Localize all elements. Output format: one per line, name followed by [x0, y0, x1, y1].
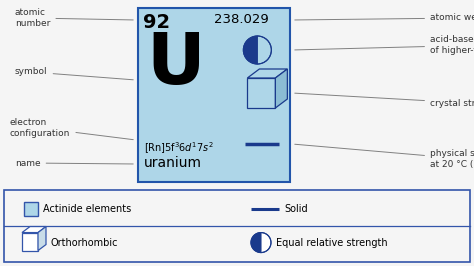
Text: Actinide elements: Actinide elements: [43, 205, 131, 214]
Text: atomic weight: atomic weight: [295, 14, 474, 23]
Polygon shape: [275, 69, 287, 108]
Wedge shape: [243, 36, 257, 64]
Text: physical state
at 20 °C (68 °F): physical state at 20 °C (68 °F): [295, 144, 474, 169]
Wedge shape: [257, 36, 271, 64]
Text: uranium: uranium: [144, 156, 202, 170]
Text: acid-base properties
of higher-valence oxides: acid-base properties of higher-valence o…: [295, 35, 474, 55]
Polygon shape: [247, 78, 275, 108]
Polygon shape: [22, 227, 46, 232]
Polygon shape: [247, 69, 287, 78]
Text: U: U: [146, 30, 205, 99]
FancyBboxPatch shape: [4, 190, 470, 262]
Text: 92: 92: [143, 13, 170, 32]
FancyBboxPatch shape: [24, 202, 38, 217]
Text: Orthorhombic: Orthorhombic: [51, 238, 118, 248]
Text: symbol: symbol: [15, 68, 133, 80]
Wedge shape: [251, 232, 261, 252]
Text: Solid: Solid: [284, 205, 308, 214]
Text: crystal structure: crystal structure: [295, 93, 474, 107]
Text: Equal relative strength: Equal relative strength: [276, 238, 388, 248]
FancyBboxPatch shape: [138, 8, 290, 182]
Text: 238.029: 238.029: [214, 13, 269, 26]
Polygon shape: [38, 227, 46, 251]
Polygon shape: [22, 232, 38, 251]
Wedge shape: [261, 232, 271, 252]
Text: atomic
number: atomic number: [15, 8, 133, 28]
Text: [Rn]5f$^3$6$d^1$7$s^2$: [Rn]5f$^3$6$d^1$7$s^2$: [144, 140, 214, 156]
Text: name: name: [15, 159, 133, 168]
Text: electron
configuration: electron configuration: [10, 118, 133, 140]
